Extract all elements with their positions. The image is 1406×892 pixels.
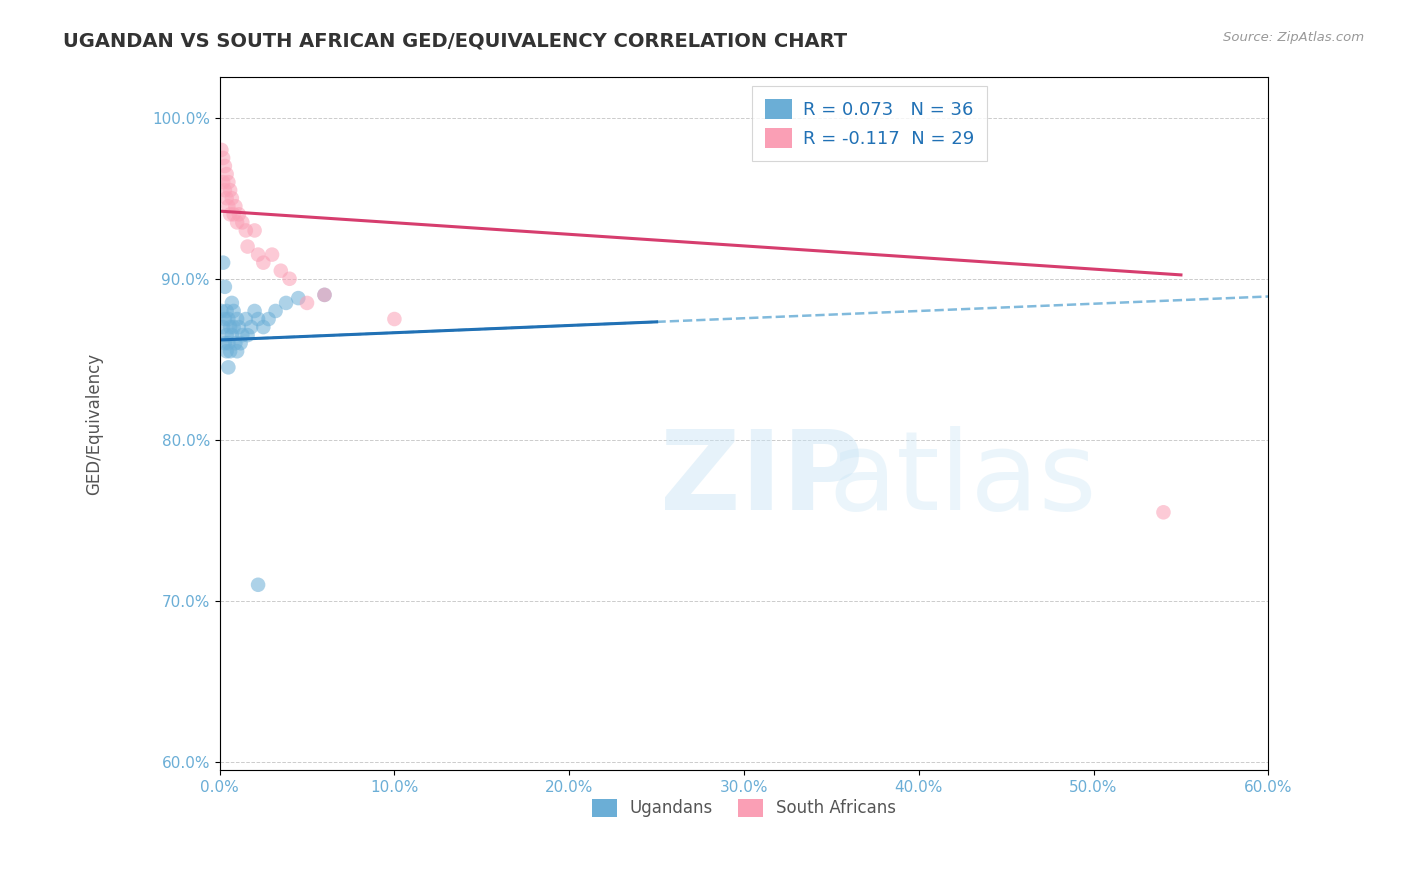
Point <box>219 207 242 221</box>
Point <box>214 336 236 351</box>
Point <box>209 143 232 157</box>
Point <box>287 291 309 305</box>
Point <box>295 296 318 310</box>
Point <box>314 288 336 302</box>
Point <box>212 320 235 334</box>
Point <box>214 183 236 197</box>
Point <box>243 223 266 237</box>
Point <box>217 360 239 375</box>
Point <box>236 239 259 253</box>
Text: Source: ZipAtlas.com: Source: ZipAtlas.com <box>1223 31 1364 45</box>
Point <box>222 304 245 318</box>
Point <box>215 328 238 343</box>
Point <box>247 247 270 261</box>
Point <box>222 320 245 334</box>
Point <box>278 272 301 286</box>
Legend: Ugandans, South Africans: Ugandans, South Africans <box>585 792 903 824</box>
Point <box>221 191 243 205</box>
Point <box>247 312 270 326</box>
Point <box>219 320 242 334</box>
Point <box>215 167 238 181</box>
Point <box>240 320 263 334</box>
Point <box>229 336 252 351</box>
Point <box>270 263 292 277</box>
Point <box>252 320 274 334</box>
Point <box>219 183 242 197</box>
Point <box>212 151 235 165</box>
Point <box>247 578 270 592</box>
Point <box>217 336 239 351</box>
Point <box>384 312 406 326</box>
Point <box>217 175 239 189</box>
Point <box>231 328 253 343</box>
Point <box>212 255 235 269</box>
Point <box>219 344 242 359</box>
Point <box>314 288 336 302</box>
Point <box>217 199 239 213</box>
Point <box>226 215 249 229</box>
Point <box>228 320 250 334</box>
Point <box>243 304 266 318</box>
Point <box>1152 505 1174 519</box>
Point <box>231 215 253 229</box>
Point <box>228 207 250 221</box>
Point <box>214 312 236 326</box>
Point <box>222 207 245 221</box>
Point <box>215 344 238 359</box>
Point <box>221 296 243 310</box>
Point <box>224 336 246 351</box>
Point <box>215 304 238 318</box>
Point <box>252 255 274 269</box>
Point <box>214 159 236 173</box>
Point <box>226 312 249 326</box>
Point <box>264 304 287 318</box>
Point <box>262 247 284 261</box>
Y-axis label: GED/Equivalency: GED/Equivalency <box>86 352 103 495</box>
Point <box>217 312 239 326</box>
Point <box>215 191 238 205</box>
Point <box>221 328 243 343</box>
Point <box>236 328 259 343</box>
Point <box>214 280 236 294</box>
Text: UGANDAN VS SOUTH AFRICAN GED/EQUIVALENCY CORRELATION CHART: UGANDAN VS SOUTH AFRICAN GED/EQUIVALENCY… <box>63 31 848 50</box>
Point <box>257 312 280 326</box>
Point <box>212 175 235 189</box>
Text: ZIP: ZIP <box>659 425 863 533</box>
Point <box>224 199 246 213</box>
Point <box>209 304 232 318</box>
Point <box>235 312 257 326</box>
Point <box>235 223 257 237</box>
Point <box>274 296 297 310</box>
Text: atlas: atlas <box>828 425 1097 533</box>
Point <box>226 344 249 359</box>
